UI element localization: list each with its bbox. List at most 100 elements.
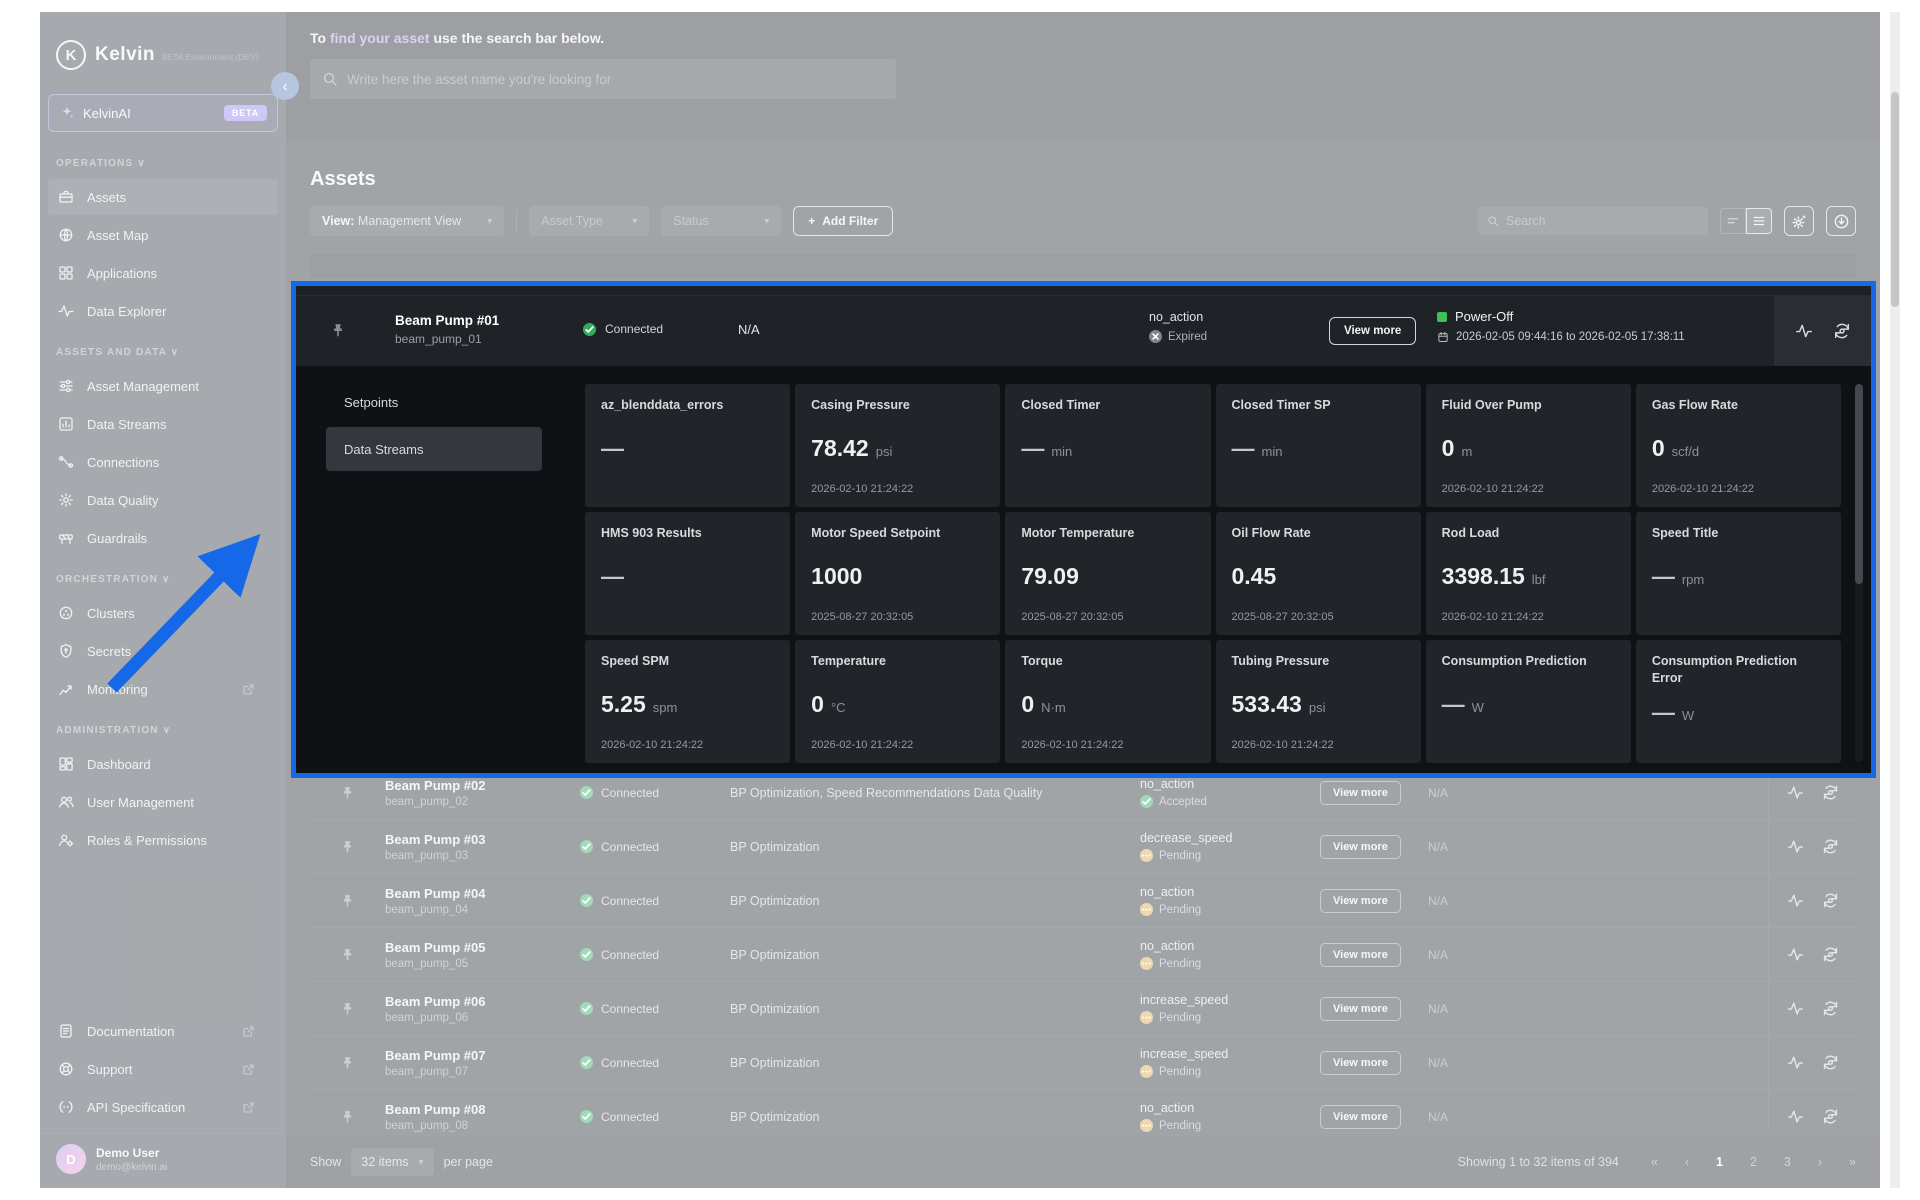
power-off-indicator-icon [1437,311,1447,322]
data-stream-card[interactable]: Tubing Pressure 533.43 psi 2026-02-10 21:24… [1215,640,1421,763]
card-timestamp: 2026-02-10 21:24:22 [1021,739,1124,751]
card-value: 1000 [811,562,863,589]
view-more-button[interactable]: View more [1329,317,1417,345]
calendar-icon [1437,331,1449,343]
card-title: Motor Temperature [1021,526,1135,540]
asset-row-beam-pump-01[interactable]: Beam Pump #01 beam_pump_01 Connected N/A… [296,296,1871,366]
highlighted-expanded-row: Beam Pump #01 beam_pump_01 Connected N/A… [291,281,1876,778]
card-value-row: 0 N·m [1021,691,1194,718]
card-value: 79.09 [1021,562,1079,589]
asset-id: beam_pump_01 [395,332,482,346]
card-title: Speed SPM [601,654,670,668]
data-stream-card[interactable]: Closed Timer — min [1005,384,1211,507]
data-stream-card[interactable]: az_blenddata_errors — [585,384,791,507]
card-value: 3398.15 [1441,562,1525,589]
card-timestamp: 2026-02-10 21:24:22 [1441,611,1544,623]
card-value-row: 5.25 spm [601,691,774,718]
card-value: 5.25 [601,690,646,717]
card-value: — [1651,699,1675,726]
card-title: Consumption Prediction [1441,654,1587,668]
data-stream-card[interactable]: Fluid Over Pump 0 m 2026-02-10 21:24:22 [1425,384,1631,507]
pin-icon[interactable] [330,322,346,338]
card-title: Closed Timer [1021,398,1101,412]
data-stream-card[interactable]: Motor Temperature 79.09 2025-08-27 20:32:0… [1005,512,1211,635]
card-title: Casing Pressure [811,398,910,412]
card-timestamp: 2026-02-10 21:24:22 [1651,483,1754,495]
card-value-row: 79.09 [1021,563,1194,590]
card-value: 0.45 [1231,562,1277,589]
card-value-row: 0 scf/d [1652,435,1825,462]
card-title: Rod Load [1441,526,1500,540]
card-value-row: — min [1232,435,1405,462]
card-value: — [1021,434,1045,461]
card-value-row: 1000 [811,563,984,590]
data-stream-card[interactable]: Oil Flow Rate 0.45 2025-08-27 20:32:05 [1215,512,1421,635]
card-title: Fluid Over Pump [1441,398,1542,412]
card-title: Tubing Pressure [1231,654,1330,668]
card-unit: m [1461,443,1473,459]
card-unit: W [1471,699,1484,715]
scrollbar-thumb[interactable] [1891,92,1899,307]
card-timestamp [601,611,774,624]
card-value: 0 [1021,690,1035,717]
card-timestamp [1442,739,1615,752]
card-title: Speed Title [1651,526,1719,540]
tab-label: Data Streams [344,441,424,457]
card-value-row: — rpm [1652,563,1825,590]
asset-name: Beam Pump #01 [395,313,500,328]
data-stream-card[interactable]: Gas Flow Rate 0 scf/d 2026-02-10 21:24:22 [1635,384,1841,507]
card-value: — [1651,562,1675,589]
card-timestamp [1652,611,1825,624]
card-value-row: — min [1021,435,1194,462]
card-unit: scf/d [1671,443,1700,459]
card-value: — [601,434,624,461]
card-timestamp: 2025-08-27 20:32:05 [1231,611,1334,623]
data-stream-card[interactable]: Temperature 0 °C 2026-02-10 21:24:22 [795,640,1001,763]
card-timestamp: 2025-08-27 20:32:05 [811,611,914,623]
connection-status: Connected [605,322,664,336]
tab-data-streams[interactable]: Data Streams [326,427,542,471]
data-stream-card[interactable]: HMS 903 Results — [585,512,791,635]
card-unit: psi [1308,699,1326,715]
card-timestamp [601,483,774,496]
page-scrollbar[interactable] [1890,12,1900,1188]
card-value-row: 0.45 [1232,563,1405,590]
card-value-row: 78.42 psi [811,435,984,462]
schedule-range: 2026-02-05 09:44:16 to 2026-02-05 17:38:… [1456,331,1685,343]
recommendation-action: no_action [1149,310,1204,324]
card-value: — [1231,434,1255,461]
card-unit: rpm [1681,571,1705,587]
tab-setpoints[interactable]: Setpoints [326,380,542,424]
card-unit: spm [652,699,678,715]
expanded-row-tabs: Setpoints Data Streams [296,366,572,773]
card-unit: °C [830,699,846,715]
card-value: 0 [1441,434,1455,461]
connected-check-icon [583,322,596,336]
card-unit: psi [875,443,893,459]
data-stream-card[interactable]: Consumption Prediction — W [1425,640,1631,763]
process-cycle-icon[interactable] [1833,322,1851,340]
cards-scrollbar[interactable] [1855,384,1863,762]
card-title: Oil Flow Rate [1231,526,1311,540]
card-value: — [601,562,624,589]
applications-value: N/A [738,322,760,337]
control-state: Power-Off [1455,309,1514,324]
data-stream-card[interactable]: Speed Title — rpm [1635,512,1841,635]
card-timestamp [1652,739,1825,752]
card-value-row: — [601,563,774,590]
card-unit: lbf [1531,571,1546,587]
data-stream-card[interactable]: Closed Timer SP — min [1215,384,1421,507]
data-stream-card[interactable]: Speed SPM 5.25 spm 2026-02-10 21:24:22 [585,640,791,763]
card-unit: N·m [1041,699,1066,715]
card-value: 533.43 [1231,690,1302,717]
data-stream-card[interactable]: Rod Load 3398.15 lbf 2026-02-10 21:24:22 [1425,512,1631,635]
scrollbar-thumb[interactable] [1855,384,1863,584]
card-value-row: 533.43 psi [1232,691,1405,718]
card-timestamp: 2026-02-10 21:24:22 [811,483,914,495]
data-stream-card[interactable]: Casing Pressure 78.42 psi 2026-02-10 21:24:… [795,384,1001,507]
data-stream-card[interactable]: Torque 0 N·m 2026-02-10 21:24:22 [1005,640,1211,763]
data-stream-card[interactable]: Consumption Prediction Error — W [1635,640,1841,763]
data-streams-icon[interactable] [1795,322,1813,340]
data-stream-card[interactable]: Motor Speed Setpoint 1000 2025-08-27 20:32… [795,512,1001,635]
